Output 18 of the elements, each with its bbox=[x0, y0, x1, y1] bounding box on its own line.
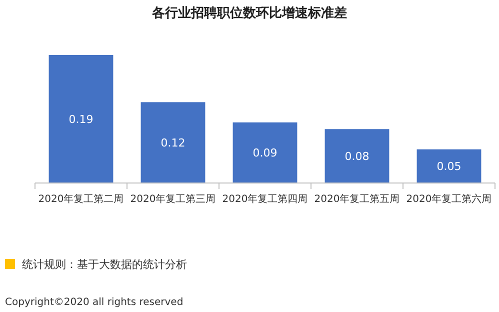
text: Copyright©2020 all rights reserved bbox=[5, 297, 184, 308]
chart-title: 各行业招聘职位数环比增速标准差 bbox=[151, 5, 347, 21]
bar bbox=[324, 129, 390, 183]
x-tick-label: 2020年复工第二周 bbox=[38, 193, 124, 205]
data-label: 0.08 bbox=[344, 150, 370, 164]
bar bbox=[232, 122, 298, 183]
bar bbox=[48, 55, 114, 183]
bar bbox=[140, 102, 206, 183]
data-label: 0.09 bbox=[252, 146, 278, 160]
x-tick-label: 2020年复工第六周 bbox=[406, 193, 492, 205]
data-label: 0.05 bbox=[436, 160, 462, 174]
text: 统计规则：基于大数据的统计分析 bbox=[22, 258, 187, 271]
x-tick-label: 2020年复工第五周 bbox=[314, 193, 400, 205]
bar bbox=[416, 149, 482, 183]
data-label: 0.12 bbox=[160, 136, 186, 150]
x-tick-label: 2020年复工第四周 bbox=[222, 193, 308, 205]
data-label: 0.19 bbox=[68, 113, 94, 126]
x-tick-label: 2020年复工第三周 bbox=[130, 193, 216, 205]
